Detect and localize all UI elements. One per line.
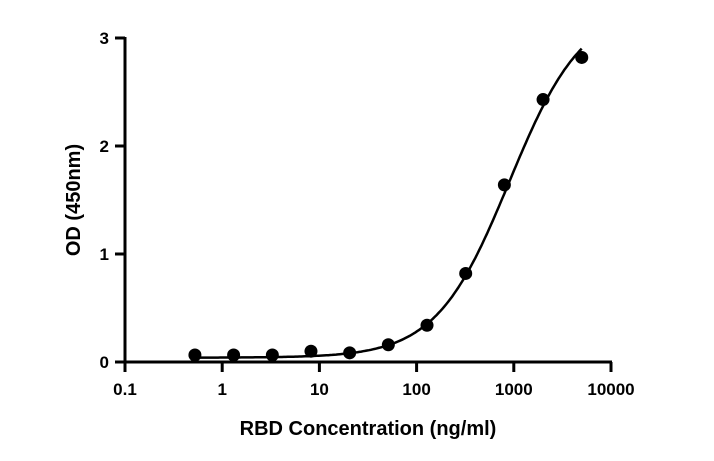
data-point — [188, 348, 202, 362]
data-point — [497, 178, 511, 192]
data-point — [420, 318, 434, 332]
x-tick-label: 10 — [310, 380, 329, 399]
axes — [123, 37, 612, 364]
x-tick-label: 1 — [217, 380, 226, 399]
data-point — [381, 338, 395, 352]
fit-curve — [194, 47, 583, 359]
data-point — [227, 348, 241, 362]
x-axis-label: RBD Concentration (ng/ml) — [240, 418, 497, 440]
y-tick-label: 0 — [100, 353, 109, 372]
y-tick-label: 2 — [100, 137, 109, 156]
x-tick-label: 1000 — [495, 380, 533, 399]
data-point — [575, 50, 589, 64]
data-point — [536, 93, 550, 107]
x-tick-label: 0.1 — [113, 380, 137, 399]
y-tick-label: 3 — [100, 29, 109, 48]
y-tick-label: 1 — [100, 245, 109, 264]
data-point — [343, 346, 357, 360]
data-point — [459, 266, 473, 280]
y-axis-label: OD (450nm) — [63, 144, 85, 256]
x-tick-label: 100 — [402, 380, 430, 399]
data-point — [304, 344, 318, 358]
data-point — [265, 348, 279, 362]
x-tick-label: 10000 — [587, 380, 634, 399]
